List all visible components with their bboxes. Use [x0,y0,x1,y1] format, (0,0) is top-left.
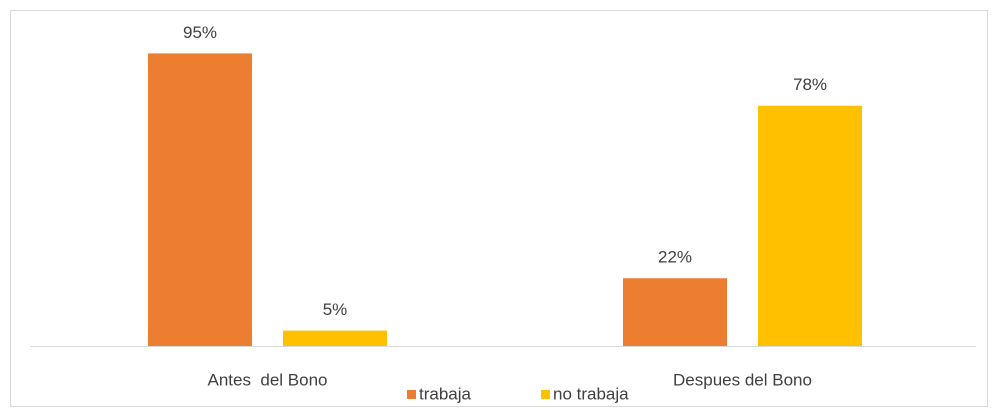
legend-swatch [541,390,550,399]
legend-swatch [407,390,416,399]
bar [283,330,387,346]
bar [758,105,862,346]
data-label: 22% [658,248,692,267]
data-label: 78% [793,75,827,94]
x-tick-label: Antes del Bono [207,370,327,389]
bar [148,53,252,347]
legend-label: no trabaja [553,384,629,403]
legend-label: trabaja [419,384,472,403]
bar [623,278,727,346]
data-label: 5% [323,300,348,319]
data-label: 95% [183,23,217,42]
x-tick-label: Despues del Bono [673,370,812,389]
